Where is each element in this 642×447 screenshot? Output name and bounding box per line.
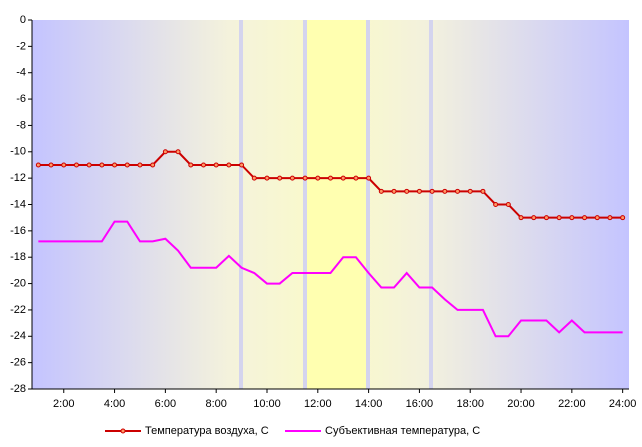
x-tick-label: 6:00 (155, 398, 176, 410)
y-tick-label: -20 (10, 277, 26, 289)
legend-marker (120, 428, 126, 434)
point (188, 162, 194, 168)
point (162, 149, 168, 155)
x-tick-label: 2:00 (53, 398, 74, 410)
point (391, 188, 397, 194)
y-tick-label: -4 (16, 67, 26, 79)
point (226, 162, 232, 168)
point (404, 188, 410, 194)
point (353, 175, 359, 181)
point (264, 175, 270, 181)
y-tick-label: -14 (10, 198, 26, 210)
point (239, 162, 245, 168)
band-line (366, 20, 370, 389)
point (582, 215, 588, 221)
point (531, 215, 537, 221)
point (48, 162, 54, 168)
point (518, 215, 524, 221)
point (543, 215, 549, 221)
point (251, 175, 257, 181)
y-tick-label: -18 (10, 251, 26, 263)
x-tick-label: 22:00 (558, 398, 586, 410)
y-tick-label: -28 (10, 383, 26, 395)
series-line (38, 220, 623, 338)
y-tick-label: 0 (20, 14, 26, 26)
legend-label: Температура воздуха, С (145, 425, 269, 437)
point (73, 162, 79, 168)
point (607, 215, 613, 221)
x-tick-label: 18:00 (456, 398, 484, 410)
point (289, 175, 295, 181)
y-tick-label: -22 (10, 304, 26, 316)
point (467, 188, 473, 194)
point (556, 215, 562, 221)
y-tick-label: -12 (10, 172, 26, 184)
x-tick-label: 24:00 (609, 398, 637, 410)
x-tick-label: 14:00 (355, 398, 383, 410)
point (35, 162, 41, 168)
point (86, 162, 92, 168)
band-line (239, 20, 243, 389)
point (505, 202, 511, 207)
point (620, 215, 626, 221)
point (366, 175, 372, 181)
point (416, 188, 422, 194)
point (175, 149, 181, 155)
point (569, 215, 575, 221)
point (315, 175, 321, 181)
x-tick-label: 12:00 (304, 398, 332, 410)
point (213, 162, 219, 168)
legend-label: Субъективная температура, С (325, 425, 480, 437)
band-line (303, 20, 307, 389)
point (328, 175, 333, 181)
point (480, 188, 486, 194)
y-tick-label: -26 (10, 357, 26, 369)
point (124, 162, 130, 168)
x-tick-label: 4:00 (104, 398, 125, 410)
x-tick-label: 16:00 (406, 398, 434, 410)
point (200, 162, 206, 168)
point (137, 162, 143, 168)
highlight-band (305, 20, 368, 389)
y-tick-label: -8 (16, 119, 26, 131)
point (340, 175, 346, 181)
y-tick-label: -2 (16, 40, 26, 52)
x-tick-label: 20:00 (507, 398, 535, 410)
y-tick-label: -10 (10, 146, 26, 158)
point (302, 175, 308, 181)
x-tick-label: 10:00 (253, 398, 281, 410)
x-tick-label: 8:00 (205, 398, 226, 410)
point (455, 188, 461, 194)
point (429, 188, 435, 194)
point (99, 162, 105, 168)
point (112, 162, 118, 168)
point (594, 215, 600, 221)
y-tick-label: -16 (10, 225, 26, 237)
point (493, 202, 499, 207)
point (61, 162, 67, 168)
y-tick-label: -24 (10, 330, 26, 342)
point (378, 188, 384, 194)
point (150, 162, 156, 168)
point (442, 188, 448, 194)
y-tick-label: -6 (16, 93, 26, 105)
point (277, 175, 283, 181)
band-line (429, 20, 433, 389)
